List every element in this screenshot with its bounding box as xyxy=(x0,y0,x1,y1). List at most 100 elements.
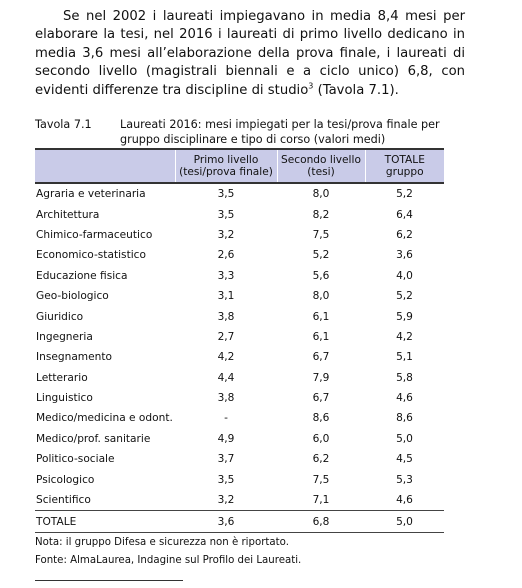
row-group: Medico/medicina e odont. xyxy=(36,412,173,425)
row-secondo: 7,1 xyxy=(312,494,330,507)
table-row: Linguistico 3,8 6,7 4,6 xyxy=(35,388,444,408)
table-total-row: TOTALE 3,6 6,8 5,0 xyxy=(35,510,444,534)
row-group: Medico/prof. sanitarie xyxy=(36,432,151,445)
row-primo: 3,5 xyxy=(217,208,235,221)
header-totale-gruppo: TOTALE gruppo xyxy=(364,150,444,184)
table-row: Agraria e veterinaria 3,5 8,0 5,2 xyxy=(35,183,444,204)
row-group: Politico-sociale xyxy=(36,453,115,466)
note-text: Nota: il gruppo Difesa e sicurezza non è… xyxy=(35,537,289,548)
total-secondo: 6,8 xyxy=(277,510,365,534)
table-row: Economico-statistico 2,6 5,2 3,6 xyxy=(35,245,444,265)
row-totale: 8,6 xyxy=(396,412,413,425)
row-totale: 5,9 xyxy=(396,310,413,323)
header-primo-livello: Primo livello (tesi/prova finale) xyxy=(174,150,277,184)
table-row: Architettura 3,5 8,2 6,4 xyxy=(35,204,444,224)
total-label: TOTALE xyxy=(35,510,175,534)
header-primo-line1: Primo livello xyxy=(193,154,259,166)
row-primo: 3,5 xyxy=(217,188,235,201)
data-table: Primo livello (tesi/prova finale) Second… xyxy=(35,150,444,534)
row-secondo: 6,1 xyxy=(312,310,330,323)
table-number: Tavola 7.1 xyxy=(35,118,92,131)
row-primo: 3,2 xyxy=(217,494,235,507)
intro-tail: (Tavola 7.1). xyxy=(313,82,399,98)
row-group: Linguistico xyxy=(36,392,93,405)
row-primo: 2,7 xyxy=(217,330,235,343)
row-totale: 4,0 xyxy=(396,269,413,282)
row-totale: 4,6 xyxy=(396,392,413,405)
total-primo: 3,6 xyxy=(175,510,277,534)
row-secondo: 8,0 xyxy=(312,188,330,201)
table-notes: Nota: il gruppo Difesa e sicurezza non è… xyxy=(35,534,301,570)
row-group: Architettura xyxy=(36,208,100,221)
row-secondo: 7,5 xyxy=(312,228,330,241)
row-group: Psicologico xyxy=(36,473,95,486)
row-group: Letterario xyxy=(36,371,88,384)
row-totale: 4,5 xyxy=(396,453,413,466)
row-primo: 4,4 xyxy=(217,371,235,384)
row-totale: 5,2 xyxy=(396,188,413,201)
footnote-mark: 3 xyxy=(308,81,314,91)
row-primo: 4,2 xyxy=(217,351,235,364)
header-label xyxy=(35,150,175,184)
row-totale: 3,6 xyxy=(396,249,413,262)
row-primo: 3,3 xyxy=(217,269,235,282)
row-secondo: 6,2 xyxy=(312,453,330,466)
row-secondo: 6,7 xyxy=(312,392,330,405)
table-row: Ingegneria 2,7 6,1 4,2 xyxy=(35,327,444,347)
row-primo: 3,8 xyxy=(217,392,235,405)
intro-text: Se nel 2002 i laureati impiegavano in me… xyxy=(35,9,465,98)
row-group: Giuridico xyxy=(36,310,84,323)
table-row: Politico-sociale 3,7 6,2 4,5 xyxy=(35,449,444,469)
row-group: Geo-biologico xyxy=(36,290,109,303)
row-group: Insegnamento xyxy=(36,351,112,364)
row-totale: 6,2 xyxy=(396,228,413,241)
row-totale: 4,2 xyxy=(396,330,413,343)
row-group: Ingegneria xyxy=(36,330,93,343)
header-totale-line2: gruppo xyxy=(385,166,424,178)
footnote-rule xyxy=(35,580,183,581)
table-row: Medico/medicina e odont. - 8,6 8,6 xyxy=(35,408,444,428)
header-totale-line1: TOTALE xyxy=(384,154,425,166)
row-primo: 3,2 xyxy=(217,228,235,241)
header-secondo-line1: Secondo livello xyxy=(281,154,361,166)
table-row: Scientifico 3,2 7,1 4,6 xyxy=(35,490,444,511)
intro-paragraph: Se nel 2002 i laureati impiegavano in me… xyxy=(35,8,465,100)
table-row: Geo-biologico 3,1 8,0 5,2 xyxy=(35,286,444,306)
row-secondo: 6,7 xyxy=(312,351,330,364)
table-body: Agraria e veterinaria 3,5 8,0 5,2 Architettu… xyxy=(35,183,444,511)
row-secondo: 8,2 xyxy=(312,208,330,221)
row-totale: 5,1 xyxy=(396,351,413,364)
row-secondo: 7,9 xyxy=(312,371,330,384)
table-top-rule xyxy=(35,148,444,150)
header-primo-line2: (tesi/prova finale) xyxy=(179,166,273,178)
row-secondo: 6,1 xyxy=(312,330,330,343)
table-row: Giuridico 3,8 6,1 5,9 xyxy=(35,306,444,326)
header-secondo-livello: Secondo livello (tesi) xyxy=(276,150,365,184)
row-totale: 5,2 xyxy=(396,290,413,303)
row-secondo: 8,6 xyxy=(312,412,330,425)
table-row: Medico/prof. sanitarie 4,9 6,0 5,0 xyxy=(35,429,444,449)
table-row: Chimico-farmaceutico 3,2 7,5 6,2 xyxy=(35,225,444,245)
row-totale: 5,3 xyxy=(396,473,413,486)
row-secondo: 5,2 xyxy=(312,249,330,262)
row-totale: 5,8 xyxy=(396,371,413,384)
row-totale: 5,0 xyxy=(396,432,413,445)
table-header-row: Primo livello (tesi/prova finale) Second… xyxy=(35,150,444,184)
row-secondo: 5,6 xyxy=(312,269,330,282)
source-text: Fonte: AlmaLaurea, Indagine sul Profilo … xyxy=(35,555,302,566)
row-primo: - xyxy=(224,412,228,425)
row-group: Agraria e veterinaria xyxy=(36,188,146,201)
header-secondo-line2: (tesi) xyxy=(307,166,335,178)
row-group: Scientifico xyxy=(36,494,91,507)
table-row: Letterario 4,4 7,9 5,8 xyxy=(35,368,444,388)
row-group: Economico-statistico xyxy=(36,249,146,262)
row-group: Chimico-farmaceutico xyxy=(36,228,153,241)
row-secondo: 7,5 xyxy=(312,473,330,486)
row-primo: 3,7 xyxy=(217,453,235,466)
row-secondo: 8,0 xyxy=(312,290,330,303)
row-group: Educazione fisica xyxy=(36,269,128,282)
row-primo: 2,6 xyxy=(217,249,235,262)
row-primo: 3,1 xyxy=(217,290,235,303)
table-row: Psicologico 3,5 7,5 5,3 xyxy=(35,469,444,489)
table-row: Educazione fisica 3,3 5,6 4,0 xyxy=(35,266,444,286)
